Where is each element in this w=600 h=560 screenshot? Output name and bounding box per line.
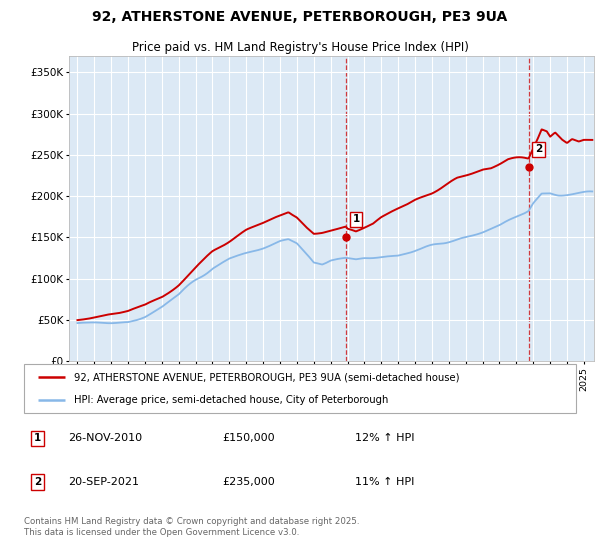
Text: 92, ATHERSTONE AVENUE, PETERBOROUGH, PE3 9UA: 92, ATHERSTONE AVENUE, PETERBOROUGH, PE3… [92,11,508,25]
Text: 2: 2 [535,144,542,154]
Text: £235,000: £235,000 [223,477,275,487]
Text: £150,000: £150,000 [223,433,275,444]
Text: 1: 1 [34,433,41,444]
Text: 2: 2 [34,477,41,487]
Text: 92, ATHERSTONE AVENUE, PETERBOROUGH, PE3 9UA (semi-detached house): 92, ATHERSTONE AVENUE, PETERBOROUGH, PE3… [74,372,459,382]
Text: 1: 1 [352,214,359,225]
Text: 12% ↑ HPI: 12% ↑ HPI [355,433,415,444]
Text: 20-SEP-2021: 20-SEP-2021 [68,477,139,487]
FancyBboxPatch shape [24,364,576,413]
Text: 26-NOV-2010: 26-NOV-2010 [68,433,142,444]
Text: HPI: Average price, semi-detached house, City of Peterborough: HPI: Average price, semi-detached house,… [74,395,388,405]
Text: 11% ↑ HPI: 11% ↑ HPI [355,477,415,487]
Text: Price paid vs. HM Land Registry's House Price Index (HPI): Price paid vs. HM Land Registry's House … [131,41,469,54]
Text: Contains HM Land Registry data © Crown copyright and database right 2025.
This d: Contains HM Land Registry data © Crown c… [24,517,359,536]
